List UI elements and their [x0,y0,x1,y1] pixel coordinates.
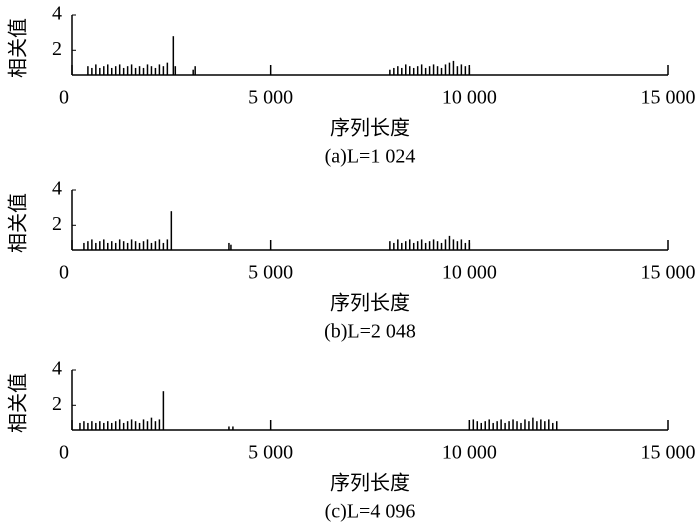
x-axis-label: 序列长度 [330,472,410,495]
caption: (c)L=4 096 [325,501,416,523]
x-tick-label: 10 000 [442,87,497,109]
x-tick-label: 5 000 [248,87,293,109]
y-tick-label: 4 [52,358,62,380]
y-axis-label: 相关值 [7,18,30,78]
x-tick-label: 10 000 [442,262,497,284]
x-tick-label: 15 000 [641,262,696,284]
x-axis-label: 序列长度 [330,292,410,315]
y-axis-label: 相关值 [7,373,30,433]
x-tick-label: 15 000 [641,87,696,109]
y-tick-label: 2 [52,38,62,60]
x-axis-label: 序列长度 [330,117,410,140]
x-tick-label: 5 000 [248,442,293,464]
x-tick-label: 5 000 [248,262,293,284]
y-tick-label: 2 [52,393,62,415]
y-axis-label: 相关值 [7,193,30,253]
y-tick-label: 2 [52,213,62,235]
x-tick-label: 15 000 [641,442,696,464]
x-tick-label: 0 [59,87,69,109]
caption: (b)L=2 048 [324,321,416,343]
x-tick-label: 0 [59,262,69,284]
y-tick-label: 4 [52,178,62,200]
caption: (a)L=1 024 [325,146,416,168]
x-tick-label: 10 000 [442,442,497,464]
x-tick-label: 0 [59,442,69,464]
y-tick-label: 4 [52,3,62,25]
